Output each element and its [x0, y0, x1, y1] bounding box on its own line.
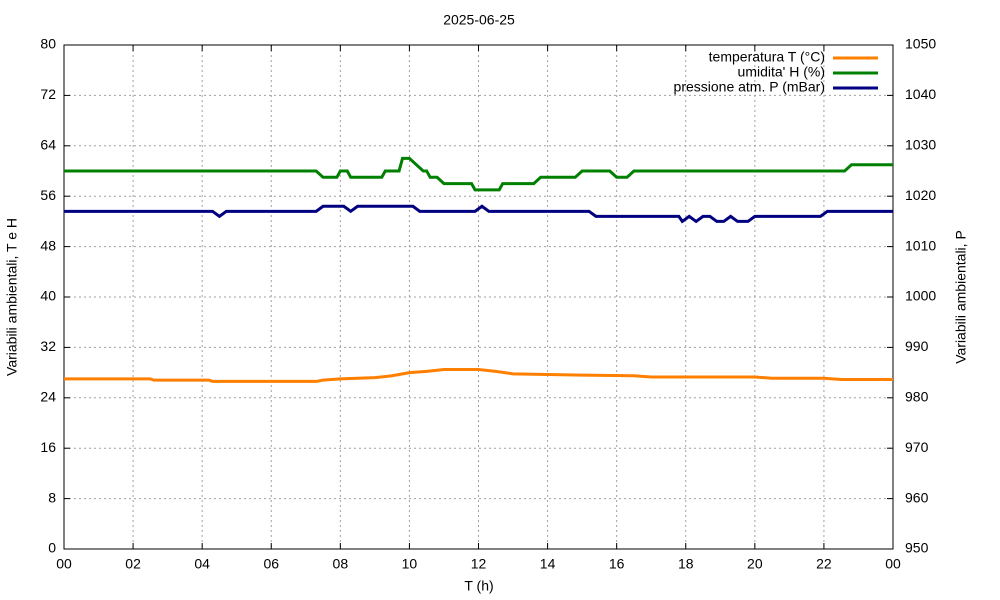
x-tick-label: 12	[471, 556, 487, 572]
y2-tick-label: 1050	[905, 36, 936, 52]
y-tick-label: 8	[48, 489, 56, 505]
chart-title: 2025-06-25	[443, 12, 515, 28]
y2-tick-label: 1010	[905, 237, 936, 253]
y2-tick-label: 1040	[905, 86, 936, 102]
data-line	[64, 156, 893, 192]
y-tick-label: 64	[40, 137, 56, 153]
x-tick-label: 18	[678, 556, 694, 572]
x-tick-label: 08	[333, 556, 349, 572]
legend-label: pressione atm. P (mBar)	[674, 79, 825, 95]
y2-tick-label: 950	[905, 540, 929, 556]
data-line	[64, 367, 893, 383]
y-tick-label: 40	[40, 288, 56, 304]
y-tick-label: 0	[48, 540, 56, 556]
x-tick-label: 04	[194, 556, 210, 572]
y-tick-label: 48	[40, 237, 56, 253]
x-tick-label: 14	[540, 556, 556, 572]
data-line	[64, 204, 893, 224]
y2-tick-label: 1000	[905, 288, 936, 304]
x-tick-label: 16	[609, 556, 625, 572]
x-tick-label: 22	[816, 556, 832, 572]
y-tick-label: 56	[40, 187, 56, 203]
x-tick-label: 00	[56, 556, 72, 572]
x-tick-label: 20	[747, 556, 763, 572]
x-tick-label: 00	[885, 556, 901, 572]
y-tick-label: 16	[40, 439, 56, 455]
y2-tick-label: 990	[905, 338, 929, 354]
y-tick-label: 24	[40, 389, 56, 405]
y2-tick-label: 1030	[905, 137, 936, 153]
x-tick-label: 02	[125, 556, 141, 572]
y2-tick-label: 970	[905, 439, 929, 455]
y-axis-label: Variabili ambientali, T e H	[4, 218, 20, 376]
y-tick-label: 80	[40, 36, 56, 52]
y-tick-label: 32	[40, 338, 56, 354]
x-tick-label: 06	[263, 556, 279, 572]
y2-axis-label: Variabili ambientali, P	[953, 230, 969, 364]
x-tick-label: 10	[402, 556, 418, 572]
legend-label: temperatura T (°C)	[709, 49, 825, 65]
y2-tick-label: 1020	[905, 187, 936, 203]
y2-tick-label: 980	[905, 389, 929, 405]
legend-label: umidita' H (%)	[738, 64, 825, 80]
plot-frame	[63, 44, 894, 550]
x-axis-label: T (h)	[464, 578, 493, 594]
y2-tick-label: 960	[905, 489, 929, 505]
y-tick-label: 72	[40, 86, 56, 102]
